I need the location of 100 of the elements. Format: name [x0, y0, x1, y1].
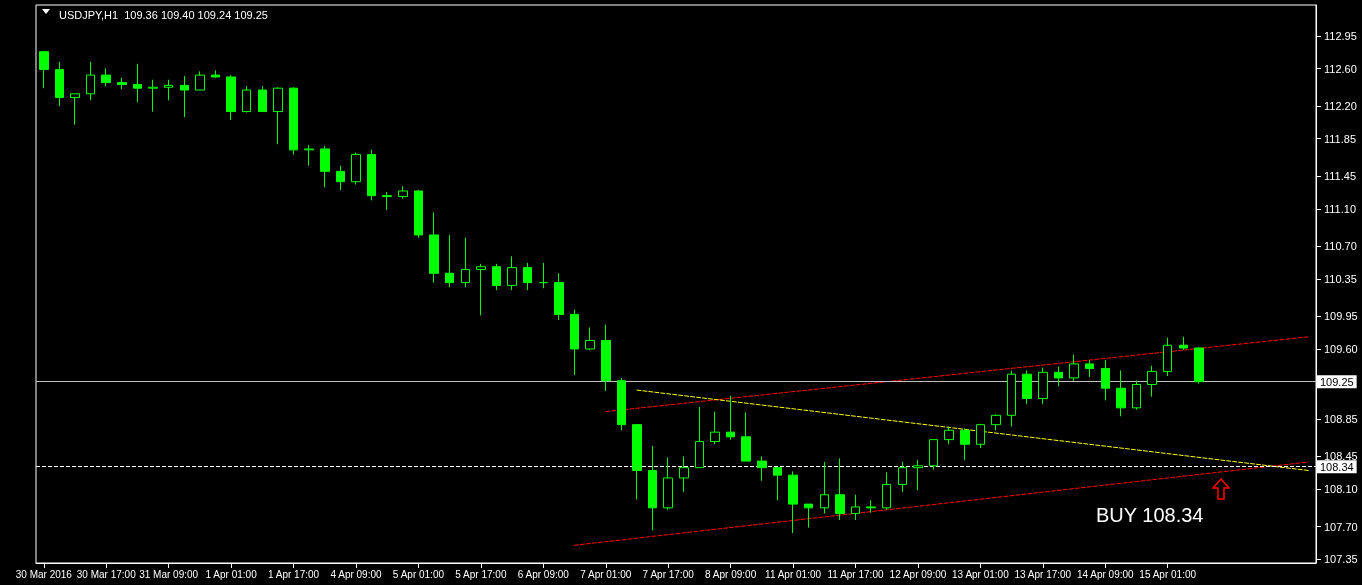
y-tick-label: 112.95 [1324, 29, 1357, 42]
candlestick [804, 503, 813, 528]
candlestick [695, 406, 704, 469]
candlestick [101, 68, 111, 87]
candlestick [211, 69, 220, 79]
candlestick [507, 255, 517, 291]
candlestick [1132, 380, 1141, 411]
candlestick [1116, 369, 1126, 417]
y-tick-label: 110.35 [1324, 272, 1357, 285]
x-tick-label: 6 Apr 09:00 [517, 568, 570, 580]
candlestick [242, 85, 251, 113]
candlestick [304, 144, 314, 167]
x-tick-label: 30 Mar 2016 [15, 568, 73, 580]
candlestick [445, 234, 454, 288]
y-tick-label: 111.45 [1324, 170, 1357, 183]
candlestick [117, 77, 127, 90]
candlestick [679, 455, 689, 493]
candlestick [1101, 359, 1110, 401]
candlestick [960, 427, 970, 461]
candlestick [398, 185, 408, 199]
candlestick [1179, 336, 1188, 351]
annotation: BUY 108.34 [1096, 504, 1204, 526]
candlestick [835, 457, 845, 521]
candlestick [741, 412, 751, 462]
candlestick [226, 74, 236, 121]
x-tick-label: 11 Apr 01:00 [765, 568, 822, 580]
y-tick-label: 111.85 [1324, 132, 1357, 145]
candlestick [39, 50, 49, 89]
y-tick-label: 109.95 [1324, 310, 1358, 323]
y-tick-label: 109.60 [1324, 342, 1358, 355]
candlestick [1022, 369, 1032, 405]
candlestick [929, 439, 938, 471]
candlestick [1147, 365, 1157, 398]
x-tick-label: 14 Apr 09:00 [1076, 568, 1135, 580]
candlestick [788, 470, 798, 534]
candlestick [476, 263, 486, 316]
candlestick [414, 189, 423, 239]
candlestick [976, 423, 985, 449]
candlestick [913, 459, 923, 491]
x-tick-label: 8 Apr 09:00 [705, 568, 757, 580]
candlestick [336, 165, 345, 191]
candlestick [367, 149, 376, 201]
candlestick [663, 456, 673, 511]
y-tick-label: 110.70 [1324, 240, 1357, 253]
y-tick-label: 108.85 [1324, 413, 1358, 426]
candlestick [461, 237, 470, 288]
candlestick [1038, 367, 1048, 405]
candlestick [632, 424, 642, 500]
y-tick-label: 111.10 [1324, 202, 1357, 215]
candlestick [289, 86, 298, 156]
x-tick-label: 5 Apr 01:00 [392, 568, 445, 580]
candlestick [726, 395, 735, 441]
candlestick [1163, 337, 1172, 377]
candlestick [1085, 359, 1094, 378]
candlestick [492, 263, 501, 291]
candlestick [554, 272, 564, 321]
candlestick [351, 152, 361, 185]
candlestick [523, 262, 532, 291]
candlestick [898, 461, 907, 493]
x-tick-label: 13 Apr 01:00 [952, 568, 1010, 580]
y-tick-label: 112.60 [1324, 62, 1357, 75]
ref-line-label: 108.34 [1320, 460, 1354, 473]
x-tick-label: 11 Apr 17:00 [827, 568, 884, 580]
x-tick-label: 7 Apr 01:00 [580, 568, 632, 580]
candlestick [1194, 346, 1204, 385]
x-tick-label: 15 Apr 01:00 [1139, 568, 1197, 580]
y-tick-label: 107.35 [1324, 553, 1358, 566]
candlestick [601, 324, 611, 392]
x-tick-label: 31 Mar 09:00 [139, 568, 199, 580]
candlestick [539, 262, 548, 289]
candlestick [710, 411, 720, 445]
candlestick [648, 445, 657, 531]
x-tick-label: 1 Apr 01:00 [205, 568, 258, 580]
candlestick [429, 212, 439, 284]
candlestick [757, 455, 767, 482]
candlestick [1069, 354, 1079, 382]
y-tick-label: 112.20 [1324, 99, 1357, 112]
x-tick-label: 12 Apr 09:00 [889, 568, 947, 580]
candlestick [882, 471, 891, 511]
x-tick-label: 13 Apr 17:00 [1014, 568, 1072, 580]
candlestick [273, 86, 283, 145]
ref-line-label: 109.25 [1320, 375, 1354, 388]
x-tick-label: 1 Apr 17:00 [267, 568, 320, 580]
candlestick [991, 413, 1001, 431]
candlestick [180, 75, 189, 118]
candlestick [320, 145, 330, 188]
candlestick [944, 426, 954, 445]
candlestick [851, 494, 860, 521]
candlestick [585, 326, 595, 351]
candlestick [70, 93, 80, 126]
candlestick [148, 79, 158, 113]
candlestick [55, 61, 64, 107]
candlestick [133, 63, 142, 103]
candlestick [195, 70, 205, 91]
y-tick-label: 108.10 [1324, 483, 1358, 496]
y-tick-label: 108.45 [1324, 450, 1358, 463]
candlestick [1007, 369, 1016, 428]
candlestick [382, 191, 392, 211]
candlestick [866, 499, 876, 514]
x-tick-label: 7 Apr 17:00 [642, 568, 695, 580]
